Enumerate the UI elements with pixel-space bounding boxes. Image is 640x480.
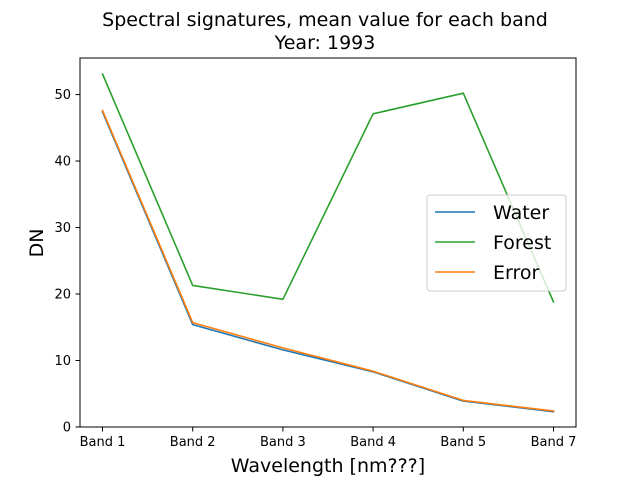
- legend-label-water: Water: [493, 202, 549, 224]
- x-tick-label: Band 4: [350, 435, 396, 450]
- y-tick-label: 30: [54, 221, 71, 236]
- series-line-forest: [101, 72, 555, 304]
- chart-title: Spectral signatures, mean value for each…: [102, 9, 548, 31]
- y-tick-label: 40: [54, 155, 71, 170]
- chart-subtitle: Year: 1993: [274, 32, 376, 54]
- plot-frame: [79, 57, 577, 428]
- x-tick-label: Band 5: [440, 435, 486, 450]
- legend: Water Forest Error: [426, 194, 567, 292]
- y-tick-label: 50: [54, 88, 71, 103]
- y-tick-label: 20: [54, 288, 71, 303]
- x-tick-label: Band 1: [80, 435, 126, 450]
- y-tick-label: 10: [54, 354, 71, 369]
- legend-label-error: Error: [493, 262, 540, 284]
- series-layer: [101, 72, 555, 413]
- x-tick-label: Band 2: [170, 435, 216, 450]
- legend-box: [426, 194, 567, 292]
- x-tick-label: Band 3: [260, 435, 306, 450]
- y-axis-label: DN: [26, 229, 48, 258]
- legend-label-forest: Forest: [493, 232, 551, 254]
- x-tick-label: Band 7: [531, 435, 577, 450]
- series-line-error: [101, 109, 555, 412]
- y-tick-label: 0: [63, 421, 71, 436]
- x-axis-label: Wavelength [nm???]: [231, 455, 425, 477]
- y-axis: 0 10 20 30 40 50: [54, 88, 80, 436]
- x-axis: Band 1 Band 2 Band 3 Band 4 Band 5 Band 7: [80, 427, 577, 450]
